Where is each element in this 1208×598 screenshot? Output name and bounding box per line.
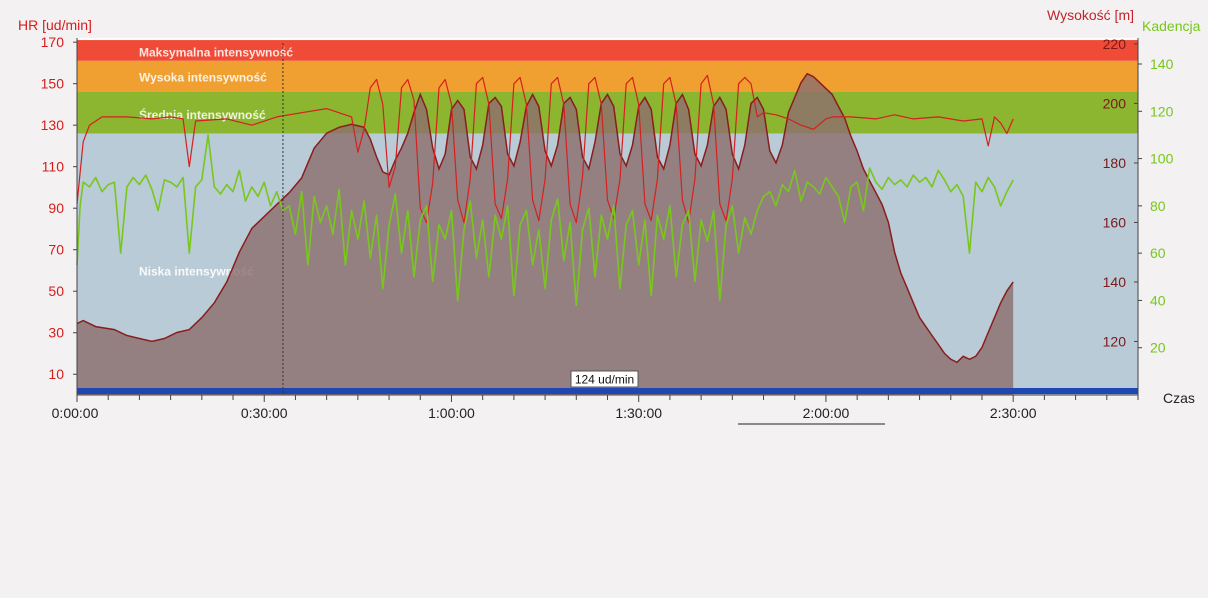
baseline-bar	[77, 388, 1138, 394]
time-tick-label: 0:30:00	[241, 405, 288, 421]
cursor-readout-text: 124 ud/min	[575, 373, 634, 387]
elevation-line	[76, 72, 1014, 364]
elevation-tick-label: 180	[1103, 155, 1127, 171]
time-axis-label: Czas	[1163, 390, 1195, 406]
hr-tick-label: 170	[41, 34, 65, 50]
elevation-axis-label: Wysokość [m]	[1047, 7, 1134, 23]
hr-tick-label: 110	[42, 159, 65, 175]
hr-tick-label: 70	[48, 242, 64, 258]
time-tick-label: 1:30:00	[615, 405, 662, 421]
cursor-readout: 124 ud/min	[570, 370, 639, 388]
zone-label: Wysoka intensywność	[139, 70, 267, 84]
hr-tick-label: 150	[41, 76, 65, 92]
elevation-tick-label: 200	[1103, 95, 1127, 111]
time-tick-label: 0:00:00	[52, 405, 99, 421]
elevation-tick-label: 140	[1103, 274, 1127, 290]
elevation-tick-label: 120	[1103, 333, 1127, 349]
hr-axis-label: HR [ud/min]	[18, 17, 92, 33]
cadence-tick-label: 80	[1150, 198, 1166, 214]
time-tick-label: 2:30:00	[990, 405, 1037, 421]
zone-label: Średnia intensywność	[139, 107, 266, 122]
time-tick-label: 2:00:00	[803, 405, 850, 421]
cursor-readout-box	[570, 370, 639, 388]
hr-line	[76, 74, 1014, 224]
cadence-axis-label: Kadencja	[1142, 18, 1201, 34]
zone-label: Maksymalna intensywność	[139, 46, 293, 60]
cadence-tick-label: 100	[1150, 151, 1174, 167]
axes-layer: 10 30 50 70 90 110 130 150 170 120 140 160 180 200 220…	[41, 34, 1174, 421]
series-layer	[76, 72, 1014, 395]
cadence-tick-label: 140	[1150, 56, 1174, 72]
zone-label: Niska intensywność	[139, 264, 254, 278]
cadence-line	[76, 134, 1014, 306]
cadence-tick-label: 40	[1150, 292, 1166, 308]
time-tick-label: 1:00:00	[428, 405, 475, 421]
cadence-tick-label: 60	[1150, 245, 1166, 261]
zone-band	[77, 40, 1138, 61]
elevation-tick-label: 160	[1103, 214, 1127, 230]
hr-tick-label: 90	[48, 200, 64, 216]
cadence-tick-label: 20	[1150, 340, 1166, 356]
hr-tick-label: 30	[48, 325, 64, 341]
cadence-tick-label: 120	[1150, 103, 1174, 119]
elevation-tick-label: 220	[1103, 36, 1127, 52]
hr-tick-label: 130	[41, 117, 65, 133]
hr-tick-label: 50	[48, 283, 64, 299]
hr-tick-label: 10	[48, 366, 64, 382]
zone-band	[77, 60, 1138, 92]
baseline-layer	[77, 43, 1138, 395]
